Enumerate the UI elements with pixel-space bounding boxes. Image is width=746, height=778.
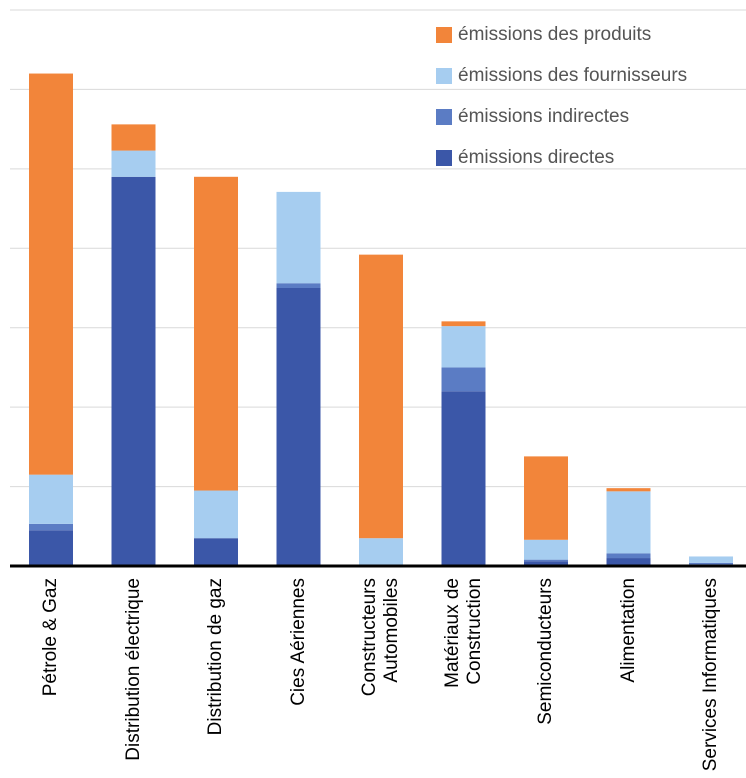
bar-stacks: [29, 73, 733, 567]
bar-segment: [524, 561, 568, 566]
x-tick-label: Constructeurs Automobiles: [359, 578, 402, 697]
bar-segment: [524, 539, 568, 560]
bar-segment: [606, 488, 651, 492]
bar-segment: [524, 559, 568, 562]
legend-item: émissions indirectes: [436, 96, 687, 137]
x-tick-label: Alimentation: [617, 578, 639, 683]
bar-segment: [111, 150, 156, 177]
legend-label: émissions des produits: [458, 23, 652, 45]
bar-segment: [194, 538, 238, 566]
x-tick-label: Distribution de gaz: [205, 578, 226, 736]
x-tick-label: Cies Aériennes: [287, 578, 309, 706]
bar-segment: [359, 538, 403, 566]
bar-segment: [111, 124, 156, 151]
bar-segment: [606, 553, 651, 559]
legend: émissions des produits émissions des four…: [436, 14, 687, 178]
legend-label: émissions indirectes: [458, 105, 630, 127]
bar-segment: [606, 491, 651, 554]
bar-segment: [606, 558, 651, 566]
bar-segment: [194, 176, 238, 491]
bar-segment: [29, 73, 73, 475]
x-tick-label: Distribution électrique: [122, 578, 144, 761]
bar-segment: [276, 283, 321, 288]
bar-segment: [276, 191, 321, 284]
x-tick-label: Matériaux de Construction: [441, 578, 485, 688]
legend-item: émissions des produits: [436, 14, 687, 55]
x-tick-label: Pétrole & Gaz: [40, 578, 61, 697]
legend-label: émissions des fournisseurs: [458, 64, 688, 86]
x-tick-label: Semiconducteurs: [535, 578, 556, 725]
bar-segment: [29, 474, 73, 524]
bar-segment: [441, 321, 486, 327]
bar-segment: [276, 288, 321, 566]
legend-swatch: [436, 108, 452, 125]
legend-swatch: [436, 67, 452, 84]
bar-segment: [441, 326, 486, 368]
bar-segment: [689, 562, 733, 565]
bar-segment: [359, 254, 403, 539]
legend-item: émissions des fournisseurs: [436, 55, 687, 96]
bar-segment: [111, 176, 156, 567]
bar-segment: [441, 391, 486, 566]
bar-segment: [29, 530, 73, 566]
legend-swatch: [436, 26, 452, 43]
bar-segment: [524, 456, 568, 540]
x-tick-label: Services Informatiques: [700, 578, 721, 772]
stacked-bar-chart: [10, 9, 746, 568]
legend-item: émissions directes: [436, 137, 687, 178]
bar-segment: [689, 556, 733, 563]
bar-segment: [194, 490, 238, 539]
legend-label: émissions directes: [458, 146, 615, 168]
bar-segment: [29, 523, 73, 531]
bar-segment: [441, 367, 486, 392]
legend-swatch: [436, 149, 452, 166]
